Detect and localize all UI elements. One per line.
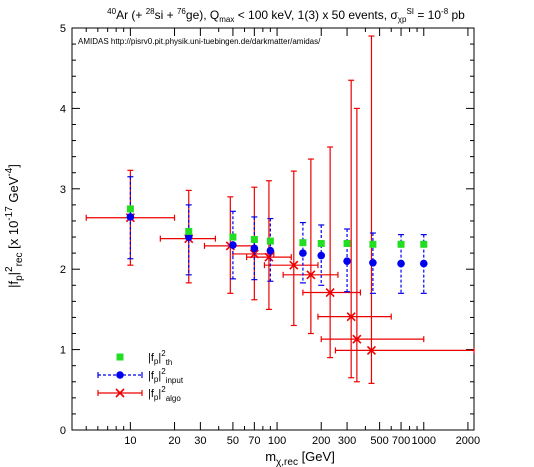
legend-marker	[116, 353, 124, 361]
data-point-th	[369, 240, 377, 248]
x-tick-label: 100	[268, 435, 286, 447]
x-axis: 10 20 30 50 70 100 200 300 500 700 1000 2000	[85, 28, 480, 447]
data-point-input	[126, 213, 135, 221]
y-tick-label: 2	[60, 264, 66, 276]
x-tick-label: 200	[312, 435, 330, 447]
data-point-input	[266, 246, 275, 255]
y-tick-label: 5	[60, 23, 66, 35]
y-tick-label: 1	[60, 345, 66, 357]
series-input	[126, 176, 428, 294]
data-point-th	[126, 205, 134, 213]
legend-item-th: |fp|2th	[116, 349, 172, 367]
legend-item-algo: |fp|2algo	[97, 385, 181, 403]
data-point-input	[184, 233, 193, 241]
chart-title: 40Ar (+ 28si + 76ge), Qmax < 100 keV, 1(…	[107, 7, 465, 24]
data-point-input	[397, 259, 405, 268]
data-point-th	[250, 235, 258, 243]
series-th	[126, 205, 428, 248]
data-point-th	[317, 239, 325, 247]
data-point-th	[420, 240, 428, 248]
data-point-algo	[346, 312, 356, 322]
data-point-input	[299, 249, 307, 257]
y-tick-label: 4	[60, 103, 66, 115]
data-point-th	[397, 240, 405, 248]
legend: |fp|2th|fp|2input|fp|2algo	[97, 349, 184, 403]
x-tick-label: 50	[227, 435, 239, 447]
x-tick-label: 2000	[456, 435, 480, 447]
legend-label: |fp|2input	[148, 367, 184, 385]
series-layer	[85, 35, 475, 384]
y-axis: 0 1 2 3 4 5	[60, 23, 474, 437]
legend-label: |fp|2th	[148, 349, 172, 367]
data-point-th	[299, 239, 307, 247]
legend-item-input: |fp|2input	[97, 367, 184, 385]
x-tick-label: 1000	[412, 435, 436, 447]
x-tick-label: 700	[392, 435, 410, 447]
data-point-algo	[325, 287, 335, 298]
chart-annotation: AMIDAS http://pisrv0.pit.physik.uni-tueb…	[78, 37, 321, 46]
x-tick-label: 30	[194, 435, 206, 447]
series-algo	[85, 35, 475, 384]
y-tick-label: 0	[60, 425, 66, 437]
y-tick-label: 3	[60, 184, 66, 196]
data-point-th	[343, 239, 351, 247]
data-point-algo	[264, 252, 274, 262]
legend-marker	[115, 388, 125, 398]
data-point-th	[266, 237, 274, 245]
x-axis-label: mχ,rec [GeV]	[265, 449, 335, 467]
data-point-algo	[289, 260, 299, 270]
data-point-input	[250, 244, 259, 253]
data-point-input	[419, 259, 428, 268]
data-point-th	[229, 233, 237, 241]
y-axis-label: |fp|2rec [x 10-17 GeV-4]	[4, 164, 25, 288]
data-point-algo	[352, 334, 362, 344]
data-point-input	[369, 258, 377, 267]
x-tick-label: 20	[168, 435, 180, 447]
data-point-th	[185, 227, 193, 235]
data-point-algo	[306, 270, 316, 280]
legend-marker	[116, 371, 124, 379]
x-tick-label: 500	[370, 435, 388, 447]
data-point-algo	[366, 345, 377, 355]
data-point-input	[317, 251, 326, 260]
data-point-input	[343, 257, 351, 265]
legend-label: |fp|2algo	[148, 385, 181, 403]
x-tick-label: 300	[338, 435, 356, 447]
x-tick-label: 10	[124, 435, 136, 447]
data-point-input	[229, 241, 237, 249]
x-tick-label: 70	[248, 435, 260, 447]
plot-frame	[71, 27, 475, 431]
